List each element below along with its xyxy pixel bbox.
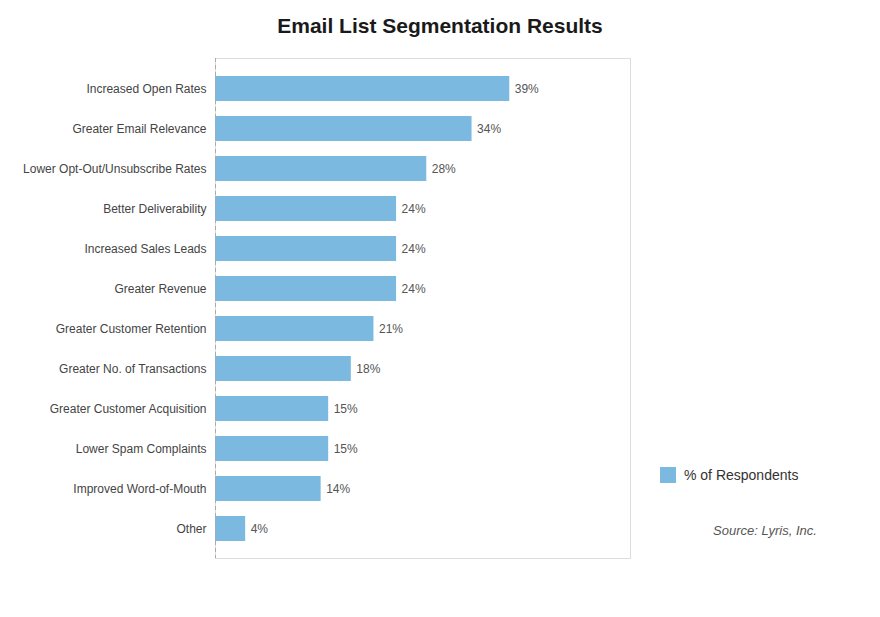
svg-text:Lower Opt-Out/Unsubscribe Rate: Lower Opt-Out/Unsubscribe Rates: [23, 162, 206, 176]
svg-text:4%: 4%: [251, 522, 269, 536]
svg-text:Greater Customer Acquisition: Greater Customer Acquisition: [50, 402, 207, 416]
html-text:Email List Segmentation Result: Email List Segmentation Results: [277, 14, 603, 37]
svg-text:18%: 18%: [356, 362, 380, 376]
svg-text:Increased Open Rates: Increased Open Rates: [86, 82, 206, 96]
svg-text:Better Deliverability: Better Deliverability: [103, 202, 206, 216]
svg-text:Lower Spam Complaints: Lower Spam Complaints: [76, 442, 207, 456]
svg-text:Other: Other: [176, 522, 206, 536]
svg-text:24%: 24%: [402, 202, 426, 216]
svg-text:15%: 15%: [334, 442, 358, 456]
svg-text:24%: 24%: [402, 282, 426, 296]
svg-text:39%: 39%: [515, 82, 539, 96]
svg-text:Improved Word-of-Mouth: Improved Word-of-Mouth: [73, 482, 206, 496]
svg-text:15%: 15%: [334, 402, 358, 416]
svg-text:24%: 24%: [402, 242, 426, 256]
svg-text:Increased Sales Leads: Increased Sales Leads: [84, 242, 206, 256]
svg-text:Greater Email Relevance: Greater Email Relevance: [72, 122, 206, 136]
svg-text:Greater Customer Retention: Greater Customer Retention: [56, 322, 207, 336]
svg-text:34%: 34%: [477, 122, 501, 136]
svg-text:Greater Revenue: Greater Revenue: [114, 282, 206, 296]
svg-text:21%: 21%: [379, 322, 403, 336]
svg-text:Greater No. of Transactions: Greater No. of Transactions: [59, 362, 206, 376]
html-text:Source: Lyris, Inc.: Source: Lyris, Inc.: [713, 523, 817, 538]
html-text:% of Respondents: % of Respondents: [684, 467, 799, 483]
svg-text:14%: 14%: [326, 482, 350, 496]
svg-text:28%: 28%: [432, 162, 456, 176]
